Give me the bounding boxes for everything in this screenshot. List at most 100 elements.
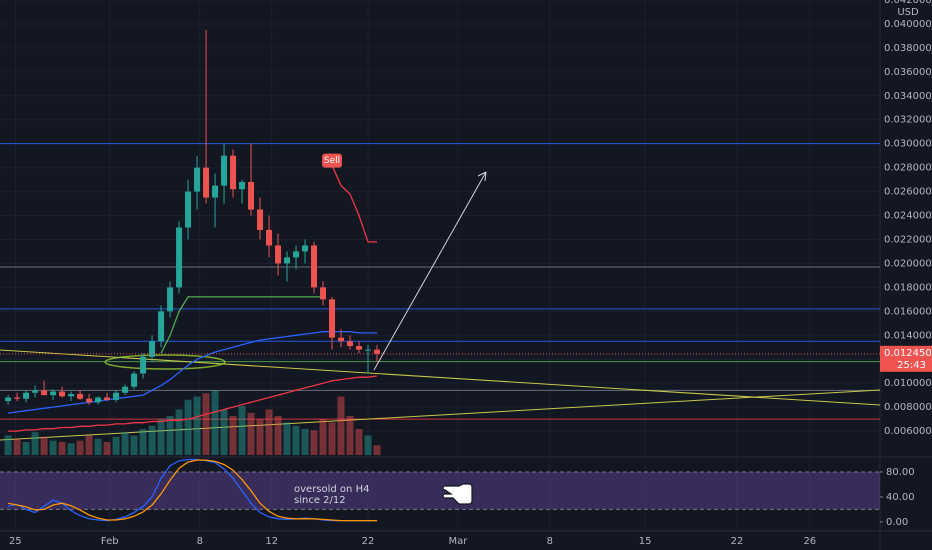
x-tick-label: 8 bbox=[197, 536, 203, 547]
volume-bar bbox=[220, 409, 228, 455]
volume-bar bbox=[292, 425, 300, 455]
y-tick-label: 0.034000 bbox=[884, 91, 932, 102]
volume-bar bbox=[238, 406, 246, 455]
candle-body bbox=[302, 245, 309, 252]
y-tick-label: 40.00 bbox=[886, 492, 915, 503]
y-tick-label: 0.010000 bbox=[884, 378, 932, 389]
candle-body bbox=[113, 392, 120, 400]
candle-body bbox=[194, 167, 201, 192]
candle-body bbox=[275, 245, 282, 264]
candle-body bbox=[365, 349, 372, 351]
volume-bar bbox=[202, 393, 210, 455]
volume-bar bbox=[175, 409, 183, 455]
last-price-label: 0.012450 bbox=[884, 348, 932, 359]
candle-body bbox=[347, 341, 354, 347]
volume-bar bbox=[130, 435, 138, 455]
volume-bar bbox=[4, 435, 12, 455]
y-tick-label: 0.026000 bbox=[884, 187, 932, 198]
volume-bar bbox=[157, 419, 165, 455]
y-tick-label: 0.038000 bbox=[884, 43, 932, 54]
indicator-line bbox=[331, 164, 377, 243]
volume-bar bbox=[373, 445, 381, 455]
candle-body bbox=[41, 390, 48, 396]
volume-bar bbox=[274, 416, 282, 455]
x-tick-label: 22 bbox=[362, 536, 375, 547]
candle-body bbox=[248, 182, 255, 210]
candle-body bbox=[104, 397, 111, 400]
candle-body bbox=[50, 391, 57, 396]
volume-bar bbox=[364, 435, 372, 455]
volume-bar bbox=[49, 440, 57, 455]
signal-badge bbox=[322, 153, 343, 168]
candle-body bbox=[95, 397, 102, 403]
candle-body bbox=[338, 337, 345, 342]
x-tick-label: Feb bbox=[101, 536, 119, 547]
y-tick-label: 0.016000 bbox=[884, 306, 932, 317]
candle-body bbox=[77, 393, 84, 399]
y-tick-label: 0.032000 bbox=[884, 115, 932, 126]
volume-bar bbox=[319, 419, 327, 455]
volume-bar bbox=[13, 438, 21, 455]
x-tick-label: 15 bbox=[639, 536, 652, 547]
volume-bar bbox=[112, 436, 120, 455]
y-tick-label: 0.036000 bbox=[884, 67, 932, 78]
candle-body bbox=[329, 299, 336, 338]
y-tick-label: 0.040000 bbox=[884, 19, 932, 30]
y-tick-label: 0.042000 bbox=[884, 0, 932, 6]
candle-body bbox=[320, 287, 327, 300]
volume-bar bbox=[211, 390, 219, 455]
x-tick-label: 25 bbox=[9, 536, 22, 547]
y-tick-label: 0.020000 bbox=[884, 258, 932, 269]
candle-body bbox=[86, 398, 93, 403]
candle-body bbox=[68, 393, 75, 397]
volume-bar bbox=[121, 432, 129, 455]
y-tick-label: 0.028000 bbox=[884, 163, 932, 174]
y-tick-label: 0.030000 bbox=[884, 139, 932, 150]
volume-bar bbox=[184, 399, 192, 455]
volume-bar bbox=[58, 442, 66, 455]
x-tick-label: Mar bbox=[449, 536, 469, 547]
volume-bar bbox=[166, 416, 174, 455]
candle-body bbox=[239, 182, 246, 190]
annotation: since 2/12 bbox=[294, 495, 346, 506]
candle-body bbox=[203, 167, 210, 198]
candle-body bbox=[284, 257, 291, 264]
volume-bar bbox=[247, 412, 255, 455]
oscillator-band bbox=[0, 471, 880, 510]
candle-body bbox=[122, 386, 129, 393]
x-tick-label: 8 bbox=[547, 536, 553, 547]
candle-body bbox=[158, 311, 165, 342]
candle-body bbox=[23, 392, 30, 399]
volume-bar bbox=[310, 430, 318, 455]
volume-bar bbox=[94, 438, 102, 455]
candle-body bbox=[14, 397, 21, 399]
volume-bar bbox=[76, 440, 84, 455]
y-tick-label: 0.008000 bbox=[884, 402, 932, 413]
volume-bar bbox=[346, 416, 354, 455]
candle-body bbox=[59, 391, 66, 397]
volume-bar bbox=[85, 435, 93, 455]
arrow-head bbox=[477, 171, 487, 182]
y-tick-label: 0.014000 bbox=[884, 330, 932, 341]
y-tick-label: 0.024000 bbox=[884, 211, 932, 222]
countdown-label: 25:43 bbox=[897, 360, 926, 371]
volume-bar bbox=[40, 436, 48, 455]
last-price-badge bbox=[880, 345, 932, 372]
highlight-ellipse bbox=[104, 354, 226, 370]
candle-body bbox=[212, 185, 219, 198]
candle-body bbox=[167, 287, 174, 312]
candle-body bbox=[266, 229, 273, 246]
candle-body bbox=[149, 341, 156, 357]
candle-body bbox=[32, 390, 39, 393]
x-tick-label: 22 bbox=[731, 536, 744, 547]
volume-bar bbox=[229, 416, 237, 455]
volume-bar bbox=[328, 422, 336, 455]
y-tick-label: 0.022000 bbox=[884, 234, 932, 245]
candle-body bbox=[257, 209, 264, 230]
signal-label: Sell bbox=[324, 156, 340, 166]
y-tick-label: 0.018000 bbox=[884, 282, 932, 293]
volume-bar bbox=[139, 429, 147, 455]
indicator-line bbox=[8, 375, 378, 432]
y-tick-label: 0.00 bbox=[886, 517, 908, 528]
